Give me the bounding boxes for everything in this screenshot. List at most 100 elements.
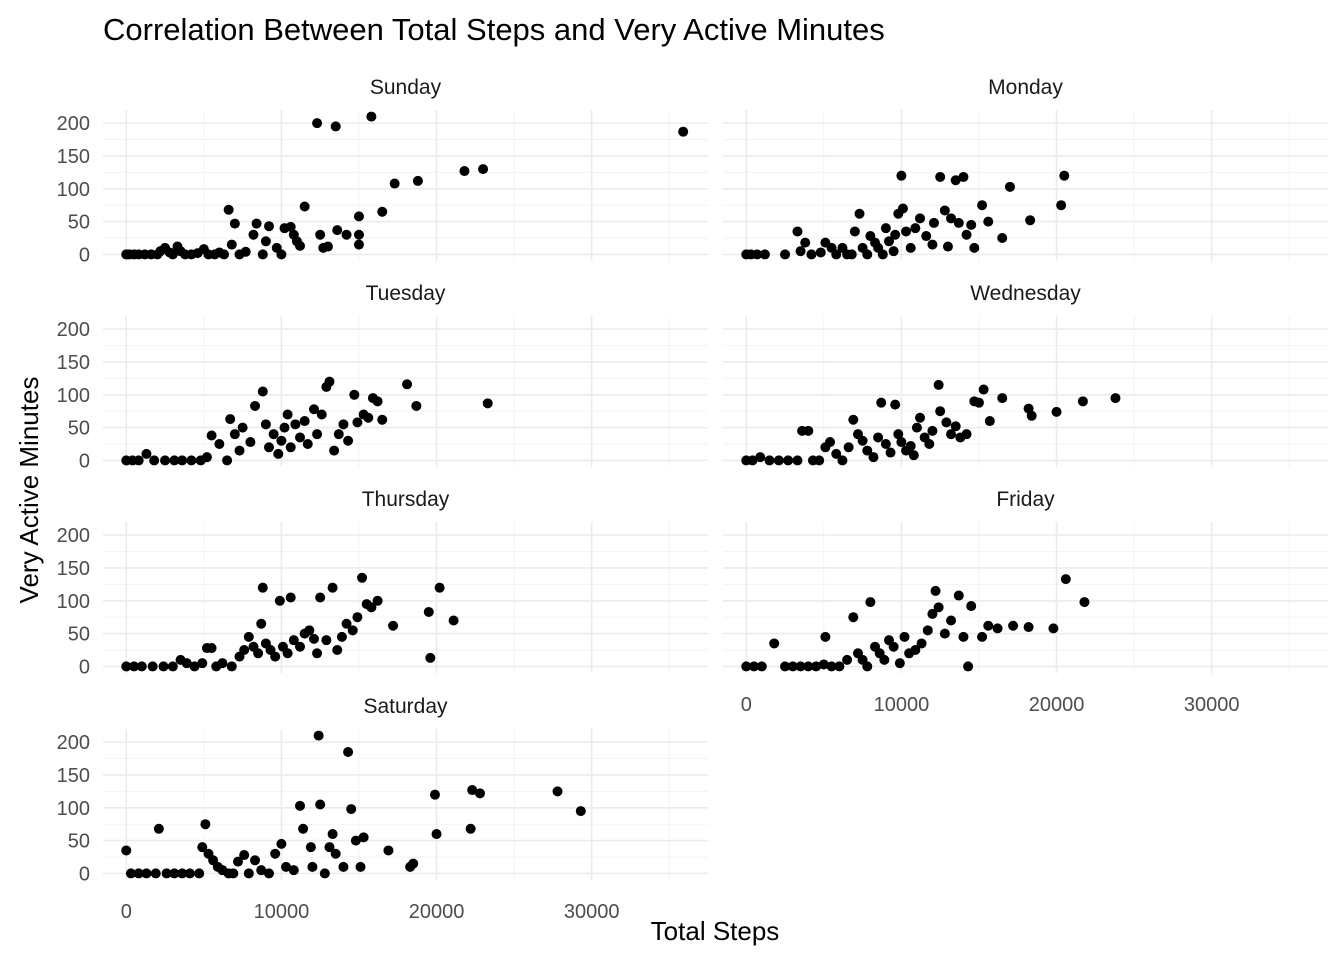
data-point [429,789,440,800]
data-point [908,450,919,461]
data-point [239,850,250,861]
data-point [953,217,964,228]
data-point [197,658,208,669]
data-point [288,635,299,646]
facet-strip-label: Sunday [370,76,442,99]
data-point [169,455,180,466]
data-point [299,201,310,212]
y-tick-label: 50 [68,831,90,853]
data-point [1077,396,1088,407]
data-point [474,788,485,799]
data-point [327,829,338,840]
data-point [815,247,826,258]
data-point [922,625,933,636]
data-point [347,625,358,636]
data-point [149,455,160,466]
data-point [273,448,284,459]
facet-strip-label: Wednesday [970,282,1081,305]
data-point [357,572,368,583]
data-point [888,246,899,257]
y-tick-label: 0 [79,863,90,885]
data-point [678,126,689,137]
data-point [372,396,383,407]
y-tick-label: 200 [57,319,90,341]
data-point [186,455,197,466]
data-point [992,623,1003,634]
data-point [893,429,904,440]
data-point [229,218,240,229]
data-point [136,661,147,672]
data-point [141,448,152,459]
data-point [1060,574,1071,585]
data-point [927,239,938,250]
facet-panels: Sunday 0 50 100 150 200 Monday Tuesday 0 50 100 150… [57,76,1328,923]
data-point [939,628,950,639]
data-point [352,417,363,428]
data-point [245,437,256,448]
data-point [197,842,208,853]
data-point [575,806,586,817]
data-point [383,845,394,856]
data-point [355,861,366,872]
data-point [890,399,901,410]
data-point [888,641,899,652]
data-point [795,246,806,257]
data-point [316,409,327,420]
data-point [121,661,132,672]
data-point [377,206,388,217]
data-point [181,658,192,669]
data-point [408,858,419,869]
y-tick-label: 0 [79,244,90,266]
data-point [308,633,319,644]
facet-panel: Wednesday [723,282,1328,467]
x-tick-label: 30000 [1184,694,1240,716]
data-point [910,645,921,656]
data-point [915,213,926,224]
data-point [792,455,803,466]
data-point [755,452,766,463]
data-point [921,231,932,242]
y-tick-label: 0 [79,656,90,678]
data-point [319,868,330,879]
data-point [322,241,333,252]
data-point [849,226,860,237]
data-point [825,437,836,448]
data-point [240,246,251,257]
data-point [927,608,938,619]
x-tick-label: 0 [121,901,132,923]
data-point [973,397,984,408]
y-tick-label: 50 [68,418,90,440]
data-point [346,804,357,815]
data-point [897,203,908,214]
data-point [915,412,926,423]
data-point [958,631,969,642]
data-point [843,442,854,453]
data-point [150,868,161,879]
data-point [773,455,784,466]
data-point [434,582,445,593]
y-tick-label: 0 [79,450,90,472]
data-point [880,223,891,234]
data-point [298,823,309,834]
data-point [478,164,489,175]
data-point [219,249,229,260]
data-point [217,658,228,669]
data-point [315,799,326,810]
data-point [1051,406,1062,417]
data-point [332,225,343,236]
data-point [312,118,323,129]
data-point [848,612,859,623]
x-tick-label: 0 [741,694,752,716]
data-point [299,416,310,427]
data-point [831,249,842,260]
data-point [939,205,950,216]
y-tick-label: 150 [57,352,90,374]
data-point [448,615,459,626]
data-point [167,249,178,260]
y-tick-label: 200 [57,732,90,754]
data-point [253,648,264,659]
data-point [946,213,957,224]
data-point [818,659,829,670]
data-point [905,242,916,253]
data-point [338,861,349,872]
